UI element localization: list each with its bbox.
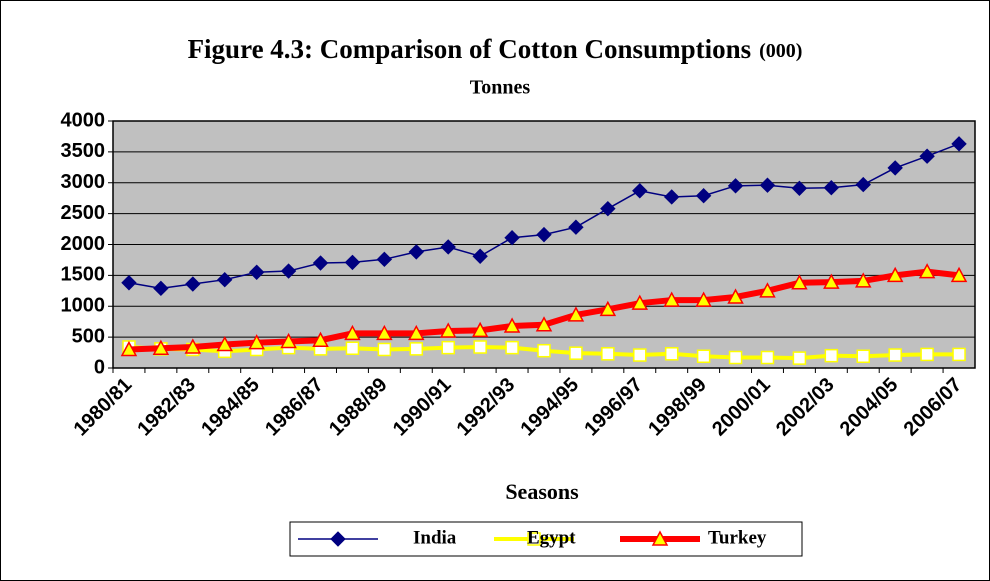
marker-diamond: [472, 248, 488, 264]
marker-triangle: [631, 294, 649, 310]
marker-square: [601, 347, 615, 361]
marker-square: [760, 350, 775, 365]
marker-square: [664, 347, 679, 361]
marker-triangle: [376, 324, 393, 341]
marker-square: [537, 343, 551, 358]
marker-triangle: [823, 273, 840, 289]
marker-square: [696, 349, 711, 364]
marker-triangle: [439, 322, 457, 338]
marker-triangle: [535, 316, 553, 332]
marker-square: [952, 347, 966, 362]
marker-square: [792, 351, 807, 365]
marker-diamond: [536, 226, 552, 243]
chart-title-group: Figure 4.3: Comparison of Cotton Consump…: [188, 34, 803, 64]
marker-triangle: [695, 291, 712, 307]
marker-triangle: [759, 282, 776, 298]
marker-diamond: [568, 219, 584, 235]
y-tick-label: 2500: [61, 202, 106, 224]
marker-triangle: [791, 274, 808, 290]
marker-diamond: [121, 275, 137, 291]
marker-diamond: [823, 179, 840, 196]
marker-triangle: [855, 272, 872, 288]
marker-square: [633, 348, 647, 362]
marker-square: [345, 341, 360, 355]
marker-diamond: [440, 239, 456, 255]
y-tick-label: 2000: [61, 233, 106, 255]
marker-triangle: [950, 266, 968, 283]
marker-diamond: [791, 180, 808, 197]
marker-square: [920, 347, 934, 362]
marker-diamond: [185, 276, 201, 292]
legend-marker: [651, 530, 669, 546]
marker-diamond: [408, 244, 425, 260]
legend-label: Egypt: [527, 527, 576, 548]
chart-title: Figure 4.3: Comparison of Cotton Consump…: [188, 34, 752, 64]
marker-diamond: [312, 255, 329, 271]
marker-diamond: [855, 176, 871, 193]
marker-triangle: [312, 331, 329, 347]
marker-square: [473, 340, 487, 354]
marker-diamond: [759, 177, 776, 193]
marker-triangle: [886, 266, 904, 283]
marker-square: [824, 348, 839, 363]
marker-square: [888, 348, 902, 362]
marker-diamond: [919, 148, 935, 164]
x-axis-label: Seasons: [505, 479, 579, 504]
marker-diamond: [344, 254, 361, 271]
marker-triangle: [918, 263, 936, 279]
marker-triangle: [599, 300, 617, 317]
legend-label: Turkey: [708, 527, 767, 548]
marker-diamond: [887, 160, 903, 176]
marker-triangle: [216, 335, 233, 352]
marker-square: [728, 350, 743, 365]
marker-diamond: [248, 264, 265, 280]
marker-diamond: [632, 183, 648, 199]
chart-subtitle: Tonnes: [470, 77, 531, 99]
marker-diamond: [217, 271, 233, 288]
marker-diamond: [376, 251, 393, 268]
marker-triangle: [152, 339, 170, 355]
y-tick-label: 4000: [61, 109, 106, 131]
marker-diamond: [153, 280, 169, 297]
marker-triangle: [727, 288, 744, 304]
plot-border: [112, 120, 976, 369]
marker-triangle: [248, 334, 265, 350]
marker-square: [856, 349, 871, 364]
chart-title-suffix: (000): [759, 40, 802, 62]
marker-square: [505, 340, 519, 355]
legend-marker: [527, 532, 541, 546]
marker-triangle: [567, 306, 585, 322]
marker-triangle: [408, 324, 425, 341]
marker-diamond: [504, 230, 520, 246]
marker-diamond: [600, 200, 616, 217]
marker-square: [569, 346, 583, 360]
marker-diamond: [280, 263, 297, 279]
marker-triangle: [503, 317, 521, 333]
y-tick-label: 1000: [61, 295, 106, 317]
y-tick-label: 0: [94, 356, 105, 378]
marker-square: [377, 342, 392, 357]
marker-diamond: [695, 188, 712, 204]
marker-diamond: [663, 189, 680, 205]
marker-diamond: [951, 136, 967, 152]
marker-square: [441, 340, 455, 355]
marker-triangle: [120, 340, 138, 357]
marker-triangle: [344, 324, 361, 341]
y-tick-label: 3500: [61, 140, 106, 162]
marker-triangle: [184, 338, 202, 354]
y-tick-label: 500: [72, 325, 105, 347]
marker-triangle: [663, 291, 680, 307]
y-tick-label: 1500: [61, 264, 106, 286]
marker-square: [409, 342, 424, 356]
marker-triangle: [280, 332, 297, 349]
marker-diamond: [727, 178, 744, 194]
y-tick-label: 3000: [61, 171, 106, 193]
marker-triangle: [471, 321, 489, 338]
legend-marker: [330, 531, 346, 547]
legend-label: India: [413, 527, 457, 548]
